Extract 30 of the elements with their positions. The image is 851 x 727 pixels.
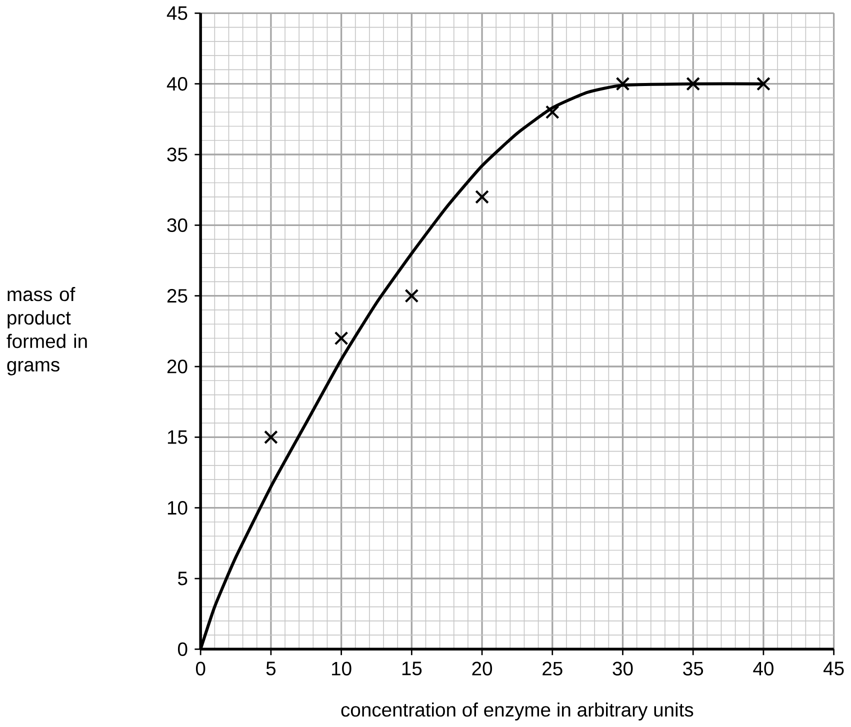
x-tick-label: 20 [472,662,492,676]
point [616,76,630,91]
y-tick-label: 45 [166,6,188,20]
x-tick-label: 25 [542,662,562,676]
point [545,105,560,120]
y-tick-label: 25 [167,289,188,303]
point [475,190,490,204]
y-tick-label: 40 [166,77,188,91]
y-tick-label: 35 [167,148,188,162]
y-tick-label: 20 [167,360,188,374]
x-tick-label: 10 [332,662,352,676]
point [264,430,278,444]
x-tick-label: 5 [266,662,276,676]
point [686,76,700,91]
point [756,76,770,91]
y-axis-title: mass of product formed in grams [6,287,87,376]
y-tick-label: 0 [178,642,188,656]
point [334,331,348,346]
y-tick-label: 5 [178,572,188,586]
y-tick-label: 30 [167,218,188,232]
x-tick-label: 0 [196,662,206,676]
x-tick-label: 15 [402,662,422,676]
x-tick-label: 35 [683,662,704,676]
x-axis-title: concentration of enzyme in arbitrary units [341,702,694,721]
point [404,288,419,303]
x-tick-label: 45 [824,662,844,676]
x-tick-label: 30 [612,662,633,676]
y-tick-label: 10 [168,501,188,515]
x-tick-label: 40 [753,662,774,676]
y-tick-label: 15 [168,430,188,444]
